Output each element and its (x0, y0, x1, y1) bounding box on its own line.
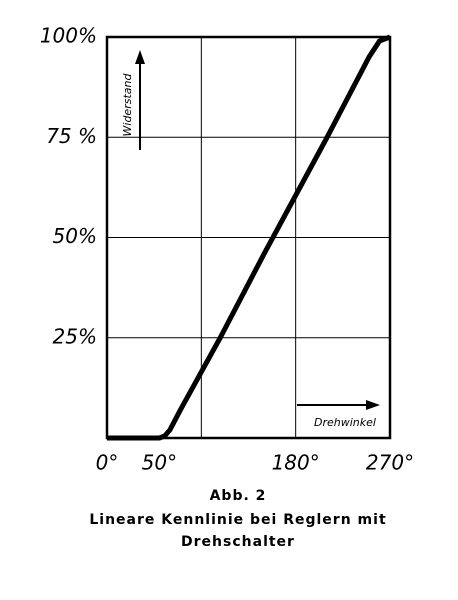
caption: Lineare Kennlinie bei Reglern mit (89, 512, 386, 528)
x-arrow-head (366, 400, 380, 410)
caption-label: Abb. 2 (210, 488, 267, 504)
caption: Drehschalter (181, 534, 295, 550)
data-line (107, 34, 391, 441)
y-tick-label: 100% (40, 24, 97, 48)
y-axis-label: Widerstand (121, 73, 134, 137)
y-tick-label: 50% (53, 224, 97, 248)
x-tick-label: 50° (142, 451, 177, 475)
y-arrow-head (135, 50, 145, 64)
x-tick-label: 180° (272, 451, 320, 475)
x-tick-label: 0° (96, 451, 119, 475)
y-tick-label: 75 % (46, 124, 97, 148)
y-tick-label: 25% (53, 324, 97, 348)
plot-frame (105, 35, 392, 440)
x-axis-label: Drehwinkel (314, 416, 376, 429)
x-tick-label: 270° (366, 451, 414, 475)
